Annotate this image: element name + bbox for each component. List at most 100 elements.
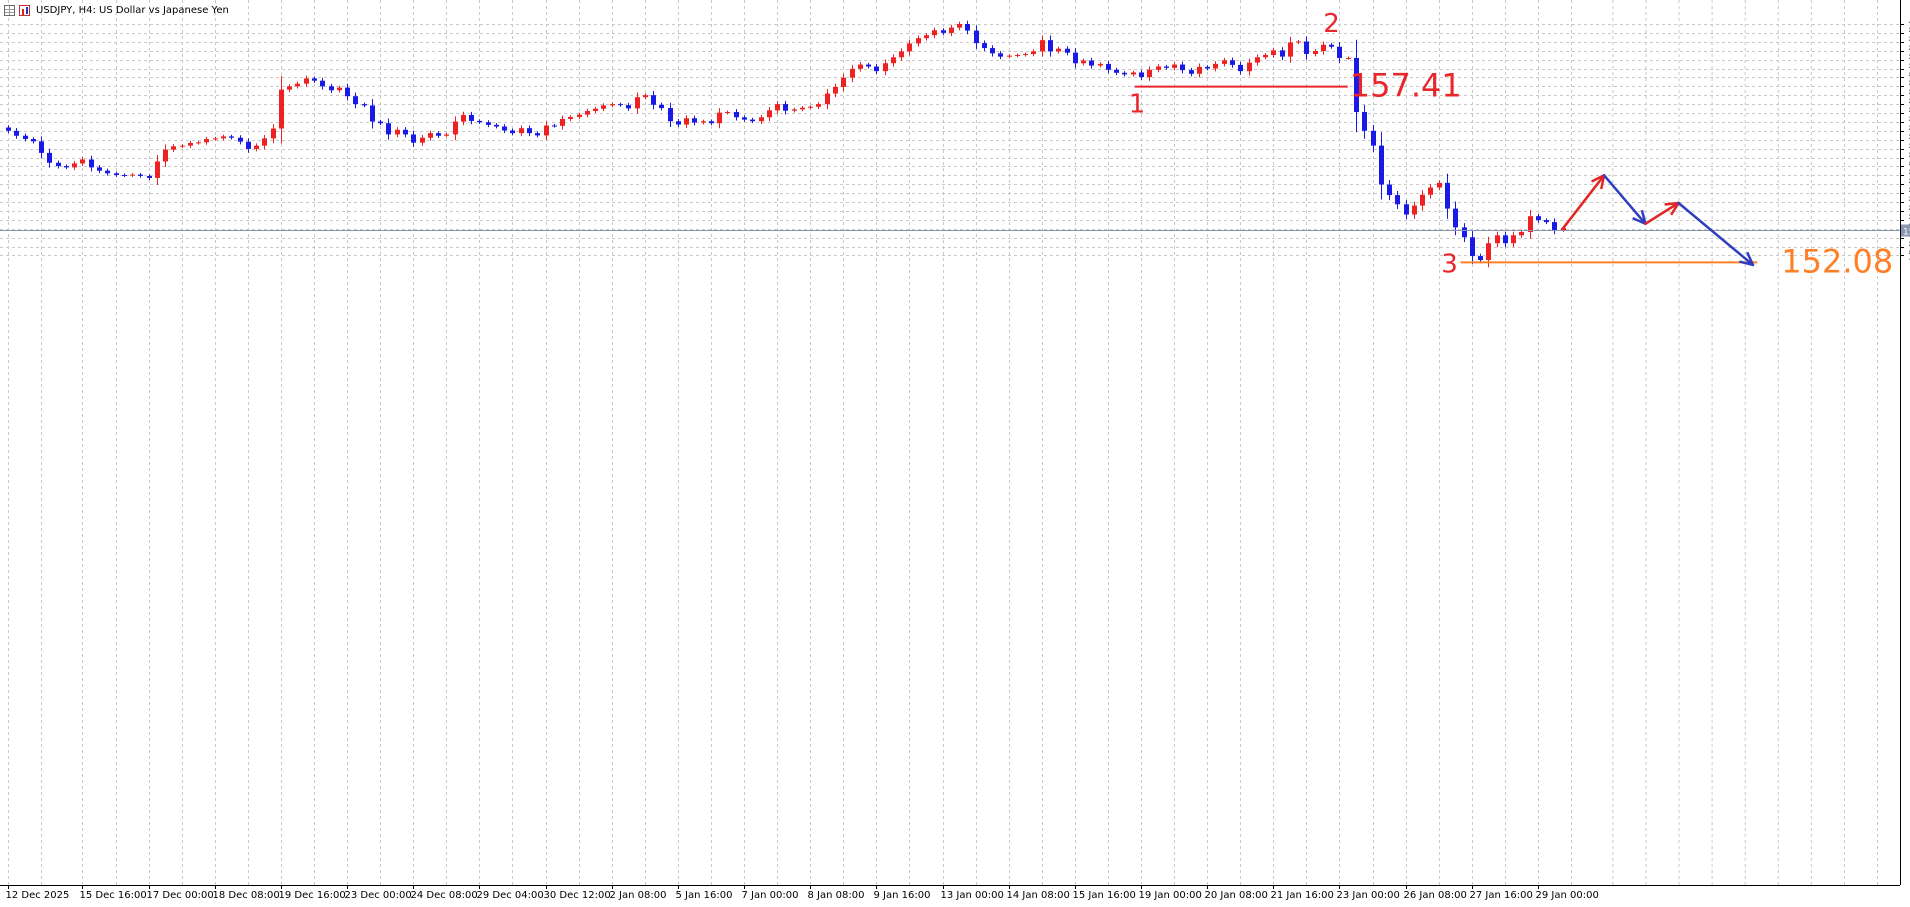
candle-bear — [362, 104, 367, 106]
candle-bull — [1412, 205, 1417, 215]
projection-arrow-segment[interactable] — [1561, 174, 1606, 230]
y-tick-label: 156.880 — [1908, 101, 1910, 112]
current-price-badge — [1901, 224, 1910, 237]
candle-bear — [89, 159, 94, 168]
candle-bear — [1329, 44, 1334, 47]
candle-bull — [800, 107, 805, 110]
candle-bear — [486, 122, 491, 125]
candle-bear — [527, 128, 532, 134]
candle-bear — [990, 48, 995, 54]
candle-bear — [1404, 204, 1409, 215]
x-tick-label: 23 Jan 00:00 — [1337, 890, 1400, 901]
candle-bull — [1031, 51, 1036, 54]
projection-arrow-segment[interactable] — [1602, 174, 1647, 226]
y-tick-label: 154.180 — [1908, 190, 1910, 201]
candle-bull — [593, 108, 598, 112]
candle-bull — [577, 114, 582, 117]
price-axis[interactable]: 159.310159.040158.770158.500158.230157.9… — [1900, 0, 1910, 885]
candle-bear — [1445, 182, 1450, 209]
candle-bull — [1437, 182, 1442, 188]
candle-bull — [585, 111, 590, 115]
candle-bear — [1106, 63, 1111, 70]
candle-bear — [1536, 216, 1541, 221]
candle-bull — [767, 110, 772, 118]
candle-bull — [204, 139, 209, 143]
candle-bull — [1313, 51, 1318, 54]
candle-bear — [1304, 41, 1309, 54]
y-tick-label: 157.420 — [1908, 83, 1910, 94]
candle-bull — [1263, 54, 1268, 58]
x-tick-label: 13 Jan 00:00 — [941, 890, 1004, 901]
candle-bull — [1007, 55, 1012, 57]
level-label-157: 157.41 — [1350, 67, 1462, 105]
candle-bull — [1147, 69, 1152, 78]
x-tick-label: 5 Jan 16:00 — [676, 890, 733, 901]
candle-bear — [238, 137, 243, 142]
candle-bear — [378, 121, 383, 124]
candle-bull — [775, 104, 780, 111]
candle-bull — [924, 35, 929, 39]
candle-bear — [1470, 237, 1475, 257]
candle-bull — [717, 112, 722, 124]
candle-bull — [899, 51, 904, 58]
y-tick-label: 158.500 — [1908, 48, 1910, 59]
projection-arrow-segment[interactable] — [1677, 201, 1755, 267]
candle-bull — [461, 114, 466, 122]
candle-bear — [469, 114, 474, 121]
candle-bull — [957, 24, 962, 28]
candle-bear — [1453, 208, 1458, 228]
candle-bear — [1362, 112, 1367, 131]
level-label-152: 152.08 — [1781, 242, 1893, 280]
y-tick-label: 155.800 — [1908, 137, 1910, 148]
candle-bear — [1379, 145, 1384, 185]
candle-bull — [891, 57, 896, 64]
candle-bull — [601, 105, 606, 109]
candle-bear — [1065, 48, 1070, 53]
candle-bull — [80, 159, 85, 164]
candle-bear — [47, 152, 52, 163]
candle-bear — [1238, 64, 1243, 72]
candle-bear — [56, 162, 61, 167]
candle-bear — [1280, 50, 1285, 57]
x-tick-label: 14 Jan 08:00 — [1007, 890, 1070, 901]
candle-bull — [279, 89, 284, 129]
candle-bull — [883, 63, 888, 72]
candle-bull — [643, 95, 648, 98]
wave-label-2: 2 — [1323, 9, 1340, 39]
candle-bear — [709, 121, 714, 124]
x-tick-label: 17 Dec 00:00 — [147, 890, 214, 901]
candle-bull — [1213, 63, 1218, 69]
candle-bull — [725, 112, 730, 114]
candle-bear — [1048, 40, 1053, 52]
candle-bear — [411, 134, 416, 143]
projection-arrow-segment[interactable] — [1644, 201, 1680, 226]
candle-bull — [271, 128, 276, 139]
candle-bull — [850, 68, 855, 78]
candle-bull — [635, 97, 640, 109]
candlestick-chart-icon[interactable] — [19, 4, 30, 16]
candle-bull — [544, 125, 549, 136]
y-tick-label: 156.610 — [1908, 110, 1910, 121]
candle-bull — [337, 87, 342, 91]
candle-bear — [386, 123, 391, 135]
candle-bear — [965, 24, 970, 31]
x-tick-label: 20 Jan 08:00 — [1205, 890, 1268, 901]
candle-bull — [1346, 57, 1351, 59]
x-tick-label: 27 Jan 16:00 — [1470, 890, 1533, 901]
candle-bull — [1247, 62, 1252, 72]
candle-bull — [295, 83, 300, 87]
y-tick-label: 158.230 — [1908, 57, 1910, 68]
candle-bear — [370, 105, 375, 122]
y-tick-label: 154.990 — [1908, 163, 1910, 174]
candle-bull — [1172, 64, 1177, 68]
y-tick-label: 156.340 — [1908, 119, 1910, 130]
x-tick-label: 15 Dec 16:00 — [80, 890, 147, 901]
x-tick-label: 19 Dec 16:00 — [279, 890, 346, 901]
candle-bear — [510, 130, 515, 134]
candle-bear — [1552, 222, 1557, 231]
candle-bull — [833, 86, 838, 94]
grid-window-icon[interactable] — [4, 4, 15, 16]
